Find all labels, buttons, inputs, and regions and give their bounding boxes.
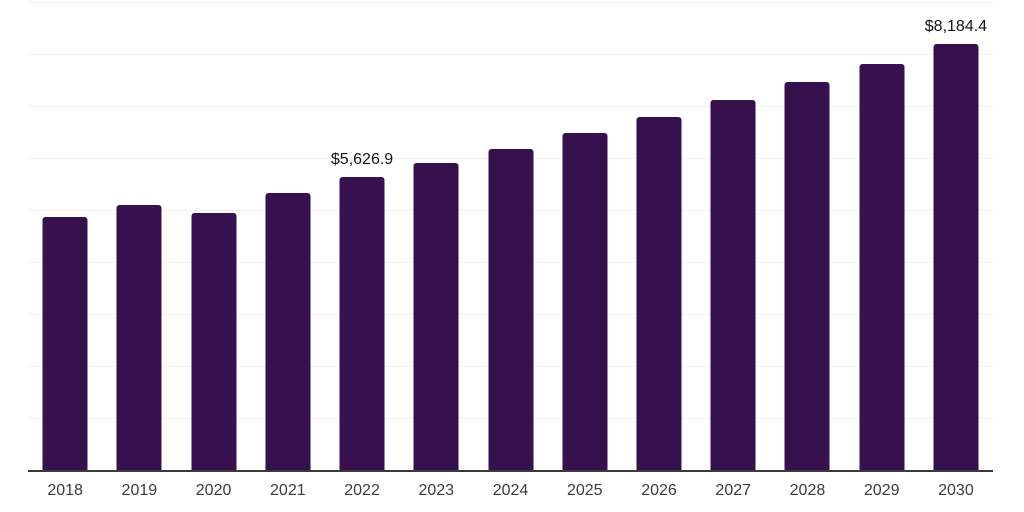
x-tick-label-2025: 2025 xyxy=(566,482,603,499)
bar-column-2027 xyxy=(696,2,770,470)
bar-2029 xyxy=(859,63,905,470)
x-tick-label-2020: 2020 xyxy=(195,482,232,499)
gridline xyxy=(28,54,993,55)
bar-column-2023 xyxy=(399,2,473,470)
x-tick-label-2029: 2029 xyxy=(863,482,900,499)
bar-2019 xyxy=(116,205,162,470)
x-axis-line xyxy=(28,470,993,472)
x-tick-label-2023: 2023 xyxy=(418,482,455,499)
bar-column-2022: $5,626.9 xyxy=(325,2,399,470)
bar-2028 xyxy=(784,82,830,470)
bar-column-2019 xyxy=(102,2,176,470)
bar-2018 xyxy=(42,217,88,470)
x-tick-label-2027: 2027 xyxy=(715,482,752,499)
x-tick-label-2030: 2030 xyxy=(938,482,974,499)
x-axis: 2018 2019 2020 2021 2022 2023 2024 2025 2026 2027… xyxy=(28,483,993,499)
bar-2024 xyxy=(488,148,534,470)
plot-area: $5,626.9 $8,184.4 xyxy=(28,2,993,472)
bars-container: $5,626.9 $8,184.4 xyxy=(28,2,993,470)
bar-column-2026 xyxy=(622,2,696,470)
bar-2023 xyxy=(413,163,459,470)
x-tick-label-2021: 2021 xyxy=(270,482,306,499)
bar-2030 xyxy=(933,44,979,470)
bar-column-2028 xyxy=(770,2,844,470)
bar-column-2024 xyxy=(473,2,547,470)
x-tick-label-2022: 2022 xyxy=(344,482,380,499)
bar-2027 xyxy=(710,100,756,470)
bar-2022 xyxy=(339,177,385,470)
bar-2025 xyxy=(562,133,608,470)
gridline xyxy=(28,106,993,107)
x-tick-label-2019: 2019 xyxy=(121,482,158,499)
bar-2021 xyxy=(265,193,311,470)
bar-2020 xyxy=(191,213,237,470)
bar-value-label-2030: $8,184.4 xyxy=(924,18,988,36)
bar-column-2025 xyxy=(548,2,622,470)
x-tick-label-2018: 2018 xyxy=(47,482,83,499)
x-tick-label-2026: 2026 xyxy=(641,482,677,499)
gridline xyxy=(28,2,993,3)
bar-value-label-2022: $5,626.9 xyxy=(330,151,394,169)
x-tick-label-2024: 2024 xyxy=(492,482,529,499)
bar-2026 xyxy=(636,117,682,470)
bar-column-2018 xyxy=(28,2,102,470)
bar-column-2020 xyxy=(176,2,250,470)
bar-column-2021 xyxy=(251,2,325,470)
bar-column-2030: $8,184.4 xyxy=(919,2,993,470)
x-tick-label-2028: 2028 xyxy=(789,482,826,499)
bar-column-2029 xyxy=(845,2,919,470)
